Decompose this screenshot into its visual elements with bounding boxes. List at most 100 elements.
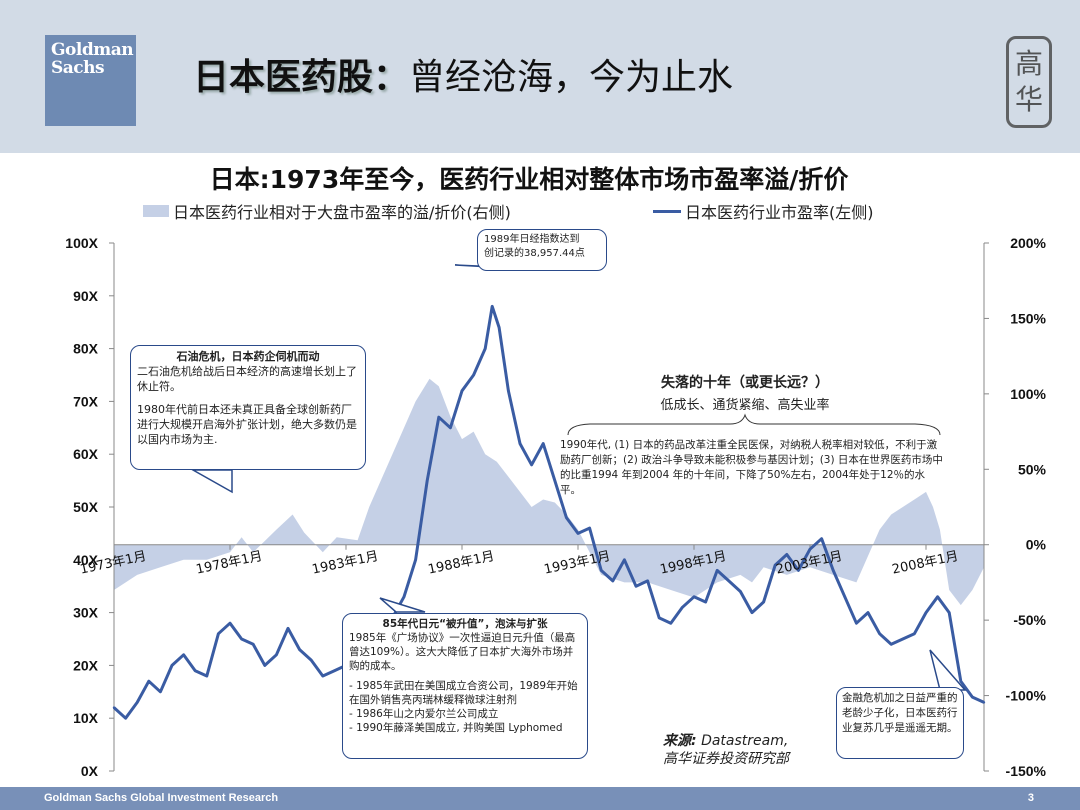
nineties-note: 1990年代, (1) 日本的药品改革注重全民医保，对纳税人税率相对较低，不利于… <box>560 439 943 496</box>
right-tick-label: 150% <box>1010 310 1046 326</box>
callout-oil-crisis: 石油危机，日本药企伺机而动 二石油危机给战后日本经济的高速增长划上了休止符。 1… <box>130 345 366 470</box>
source-label: 来源: <box>663 733 697 749</box>
source-text: Datastream, <box>701 733 789 749</box>
left-tick-label: 10X <box>73 710 99 726</box>
left-tick-label: 90X <box>73 288 99 304</box>
pe-point <box>286 627 290 630</box>
left-tick-label: 30X <box>73 605 99 621</box>
gaohua-seal-logo: 高 华 <box>1006 36 1052 128</box>
right-tick-label: 100% <box>1010 386 1046 402</box>
footer-text: Goldman Sachs Global Investment Research <box>44 792 279 804</box>
pe-point <box>901 637 904 641</box>
pe-point <box>982 701 986 704</box>
page-number: 3 <box>1027 792 1034 804</box>
pe-point <box>576 532 580 535</box>
logo-line1: Goldman <box>51 40 134 60</box>
callout-crisis-text: 金融危机加之日益严重的老龄少子化，日本医药行业复苏几乎是遥遥无期。 <box>842 692 958 734</box>
pe-point <box>491 305 494 308</box>
lost-decade-brace <box>567 413 941 436</box>
pe-point <box>205 674 208 678</box>
pe-point <box>588 526 591 530</box>
pe-point <box>112 706 116 709</box>
left-tick-label: 40X <box>73 552 99 568</box>
callout-peak: 1989年日经指数达到 创记录的38,957.44点 <box>477 229 607 271</box>
pe-point <box>182 653 185 656</box>
pe-point <box>832 569 835 572</box>
pe-point <box>240 637 243 641</box>
pe-point <box>437 416 440 419</box>
pe-point <box>890 643 893 646</box>
callout-oil-p2: 1980年代前日本还未真正具备全球创新药厂进行大规模开启海外扩张计划，绝大多数仍… <box>137 403 357 446</box>
legend-swatch-line <box>653 209 681 213</box>
pe-point <box>518 442 522 445</box>
seal-char-2: 华 <box>1014 83 1043 116</box>
pe-point <box>623 558 626 561</box>
right-tick-label: -150% <box>1006 763 1047 779</box>
lost-decade-subtitle: 低成长、通货紧缩、高失业率 <box>660 398 830 413</box>
pe-point <box>414 558 417 561</box>
pe-point <box>936 595 939 598</box>
pe-point <box>402 595 406 598</box>
pe-point <box>484 347 487 350</box>
source-line2: 高华证券投资研究部 <box>663 751 789 767</box>
callout-pointer-oil <box>190 469 233 494</box>
callout-crisis: 金融危机加之日益严重的老龄少子化，日本医药行业复苏几乎是遥遥无期。 <box>836 687 964 759</box>
premium-area <box>114 378 984 606</box>
pe-point <box>449 426 452 429</box>
pe-point <box>553 479 556 482</box>
left-tick-label: 100X <box>65 235 98 251</box>
pe-point <box>333 669 336 672</box>
pe-point <box>855 622 858 625</box>
pe-point <box>124 717 127 720</box>
legend-swatch-area <box>143 205 169 217</box>
left-tick-label: 80X <box>73 341 99 357</box>
pe-point <box>658 616 661 620</box>
pe-point <box>507 389 510 392</box>
right-tick-label: 50% <box>1018 461 1047 477</box>
source-note: 来源: Datastream, 高华证券投资研究部 <box>663 732 789 768</box>
pe-point <box>542 442 545 445</box>
callout-yen-b2: - 1986年山之内爱尔兰公司成立 <box>349 708 499 720</box>
pe-point <box>913 632 916 635</box>
logo-line2: Sachs <box>51 58 105 78</box>
pe-point <box>646 579 649 583</box>
right-tick-label: 200% <box>1010 235 1046 251</box>
pe-point <box>971 695 974 699</box>
header-band: Goldman Sachs 日本医药股：曾经沧海，今为止水 高 华 <box>0 0 1080 153</box>
pe-point <box>762 600 765 604</box>
pe-point <box>147 680 150 683</box>
left-tick-label: 0X <box>81 763 99 779</box>
pe-point <box>263 664 266 667</box>
left-tick-label: 70X <box>73 393 99 409</box>
pe-point <box>959 680 962 683</box>
pe-point <box>750 611 754 614</box>
left-tick-label: 60X <box>73 446 99 462</box>
pe-point <box>530 463 533 466</box>
pe-point <box>820 537 823 540</box>
pe-point <box>565 516 568 519</box>
pe-point <box>669 622 672 625</box>
pe-point <box>692 595 696 598</box>
pe-point <box>808 548 812 551</box>
callout-yen-p1: 1985年《广场协议》一次性逼迫日元升值（最高曾达109%）。这大大降低了日本扩… <box>349 632 576 672</box>
pe-point <box>217 632 220 635</box>
pe-point <box>228 622 232 625</box>
right-tick-label: -50% <box>1013 612 1046 628</box>
pe-point <box>866 611 870 614</box>
pe-point <box>321 674 324 678</box>
callout-oil-title: 石油危机，日本药企伺机而动 <box>176 350 320 363</box>
legend-item-pe: 日本医药行业市盈率(左侧) <box>653 199 874 223</box>
slide-title-rest: 曾经沧海，今为止水 <box>409 57 734 98</box>
pe-point <box>275 653 278 656</box>
pe-point <box>159 690 162 693</box>
legend-label-pe: 日本医药行业市盈率(左侧) <box>685 203 874 222</box>
pe-point <box>194 669 197 672</box>
pe-point <box>611 579 614 583</box>
chart-title: 日本:1973年至今，医药行业相对整体市场市盈率溢/折价 <box>209 165 849 194</box>
legend-label-premium: 日本医药行业相对于大盘市盈率的溢/折价(右侧) <box>173 203 511 222</box>
pe-point <box>681 606 684 609</box>
pe-point <box>785 553 788 556</box>
left-tick-label: 20X <box>73 657 99 673</box>
pe-point <box>797 569 800 572</box>
pe-point <box>948 611 951 614</box>
